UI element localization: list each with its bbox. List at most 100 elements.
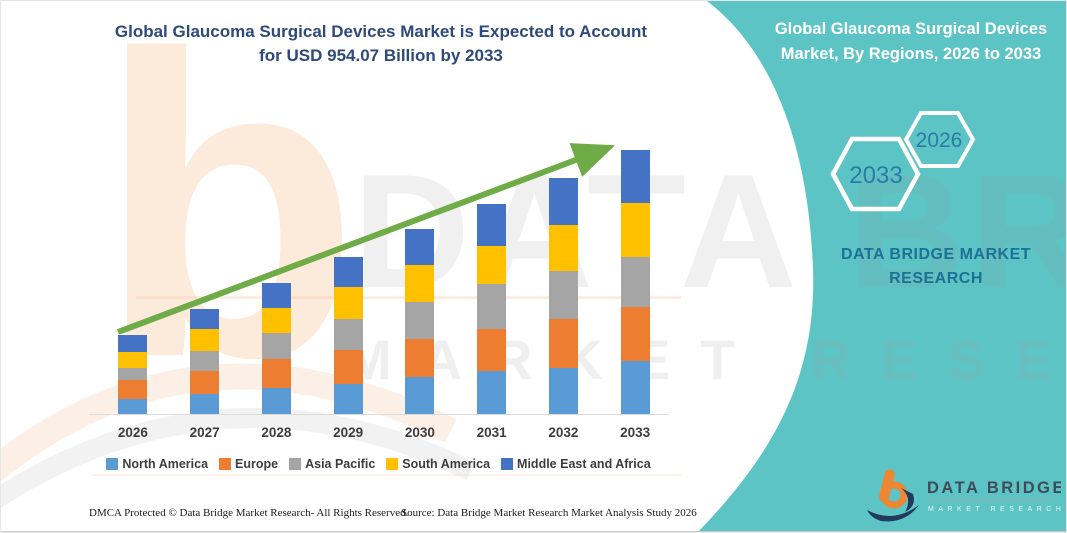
legend-label: Asia Pacific — [305, 457, 376, 471]
segment-north-america-2028[interactable] — [261, 388, 291, 414]
segment-south-america-2030[interactable] — [405, 264, 435, 302]
hexagon-2026-icon — [903, 111, 976, 168]
stacked-bar-2026[interactable] — [118, 335, 148, 414]
bar-slot-2029 — [312, 150, 384, 414]
bar-slot-2026 — [97, 150, 169, 414]
segment-south-america-2031[interactable] — [477, 245, 507, 284]
segment-europe-2032[interactable] — [548, 319, 578, 369]
segment-middle-east-and-africa-2026[interactable] — [118, 335, 148, 353]
stacked-bar-2032[interactable] — [548, 178, 578, 414]
legend: North America Europe Asia Pacific South Ame… — [76, 457, 681, 471]
hexagon-front-year: 2026 — [916, 129, 963, 152]
segment-south-america-2028[interactable] — [261, 308, 291, 333]
stacked-bar-2027[interactable] — [190, 309, 220, 414]
x-tick-2026: 2026 — [117, 425, 148, 440]
segment-asia-pacific-2028[interactable] — [261, 332, 291, 359]
x-tick-2033: 2033 — [620, 425, 651, 440]
legend-swatch-icon — [219, 458, 232, 470]
segment-middle-east-and-africa-2029[interactable] — [333, 257, 363, 288]
segment-europe-2026[interactable] — [118, 380, 148, 400]
segment-south-america-2032[interactable] — [548, 225, 578, 272]
stacked-bar-2028[interactable] — [261, 283, 291, 414]
segment-middle-east-and-africa-2028[interactable] — [261, 283, 291, 309]
x-tick-2028: 2028 — [261, 425, 292, 440]
segment-asia-pacific-2030[interactable] — [405, 301, 435, 340]
legend-swatch-icon — [106, 458, 119, 470]
segment-europe-2033[interactable] — [620, 306, 650, 361]
segment-europe-2030[interactable] — [405, 339, 435, 377]
segment-asia-pacific-2032[interactable] — [548, 271, 578, 320]
legend-item-north-america[interactable]: North America — [106, 457, 208, 471]
chart-title-line1: Global Glaucoma Surgical Devices Market … — [114, 22, 648, 41]
side-panel-heading-line2: Market, By Regions, 2026 to 2033 — [780, 45, 1042, 63]
segment-middle-east-and-africa-2032[interactable] — [548, 178, 578, 226]
hexagon-2033-icon — [830, 136, 921, 212]
bottom-divider — [1, 531, 1066, 532]
chart-title: Global Glaucoma Surgical Devices Market … — [61, 20, 701, 68]
hexagon-back-year: 2033 — [849, 162, 902, 189]
bar-slot-2028 — [241, 150, 313, 414]
segment-asia-pacific-2033[interactable] — [620, 256, 650, 307]
segment-middle-east-and-africa-2033[interactable] — [620, 149, 650, 203]
segment-south-america-2033[interactable] — [620, 202, 650, 257]
stacked-bar-2030[interactable] — [405, 228, 435, 414]
segment-europe-2028[interactable] — [261, 358, 291, 388]
segment-north-america-2030[interactable] — [405, 376, 435, 414]
side-panel-shape — [697, 1, 1066, 532]
segment-middle-east-and-africa-2031[interactable] — [477, 203, 507, 246]
segment-middle-east-and-africa-2027[interactable] — [190, 309, 220, 330]
segment-south-america-2029[interactable] — [333, 287, 363, 320]
segment-north-america-2027[interactable] — [190, 394, 220, 414]
side-panel-heading: Global Glaucoma Surgical Devices Market,… — [761, 17, 1061, 67]
segment-south-america-2027[interactable] — [190, 329, 220, 351]
segment-asia-pacific-2027[interactable] — [190, 350, 220, 371]
logo-tagline: MARKET RESEARCH — [928, 506, 1061, 513]
x-tick-2029: 2029 — [333, 425, 364, 440]
segment-north-america-2032[interactable] — [548, 368, 578, 414]
x-axis-line — [89, 414, 669, 415]
segment-europe-2027[interactable] — [190, 370, 220, 395]
legend-swatch-icon — [386, 458, 399, 470]
segment-asia-pacific-2026[interactable] — [118, 368, 148, 381]
legend-item-south-america[interactable]: South America — [386, 457, 490, 471]
segment-north-america-2029[interactable] — [333, 384, 363, 414]
bar-slot-2031 — [456, 150, 528, 414]
stacked-bar-2029[interactable] — [333, 257, 363, 414]
segment-middle-east-and-africa-2030[interactable] — [405, 228, 435, 265]
brand-line2: RESEARCH — [889, 270, 983, 287]
segment-europe-2029[interactable] — [333, 350, 363, 385]
segment-europe-2031[interactable] — [477, 328, 507, 371]
legend-swatch-icon — [501, 458, 514, 470]
legend-item-middle-east-and-africa[interactable]: Middle East and Africa — [501, 457, 651, 471]
x-tick-2031: 2031 — [476, 425, 507, 440]
segment-asia-pacific-2031[interactable] — [477, 283, 507, 329]
logo-b-icon — [867, 469, 919, 522]
legend-swatch-icon — [289, 458, 302, 470]
bar-slot-2030 — [384, 150, 456, 414]
legend-item-asia-pacific[interactable]: Asia Pacific — [289, 457, 375, 471]
stacked-bar-2033[interactable] — [620, 149, 650, 414]
segment-north-america-2033[interactable] — [620, 360, 650, 414]
x-axis-labels: 2026 2027 2028 2029 2030 2031 2032 2033 — [97, 425, 671, 440]
segment-north-america-2026[interactable] — [118, 399, 148, 414]
legend-item-europe[interactable]: Europe — [219, 457, 278, 471]
side-panel-heading-line1: Global Glaucoma Surgical Devices — [774, 20, 1048, 38]
x-tick-2027: 2027 — [189, 425, 220, 440]
footer-copyright: DMCA Protected © Data Bridge Market Rese… — [89, 507, 409, 519]
year-hexagons: 2033 2026 — [830, 111, 976, 212]
footer-source: Source: Data Bridge Market Research Mark… — [401, 507, 697, 519]
stacked-bar-2031[interactable] — [477, 203, 507, 414]
x-tick-2030: 2030 — [404, 425, 435, 440]
bar-slot-2033 — [599, 149, 671, 414]
segment-south-america-2026[interactable] — [118, 352, 148, 369]
watermark-band — [91, 474, 681, 476]
segment-asia-pacific-2029[interactable] — [333, 319, 363, 351]
brand-wordmark: DATA BRIDGE MARKET RESEARCH — [801, 243, 1066, 291]
bar-slot-2027 — [169, 150, 241, 414]
legend-label: North America — [122, 457, 209, 471]
segment-north-america-2031[interactable] — [477, 370, 507, 414]
brand-line1: DATA BRIDGE MARKET — [840, 246, 1032, 263]
legend-label: Middle East and Africa — [517, 457, 651, 471]
